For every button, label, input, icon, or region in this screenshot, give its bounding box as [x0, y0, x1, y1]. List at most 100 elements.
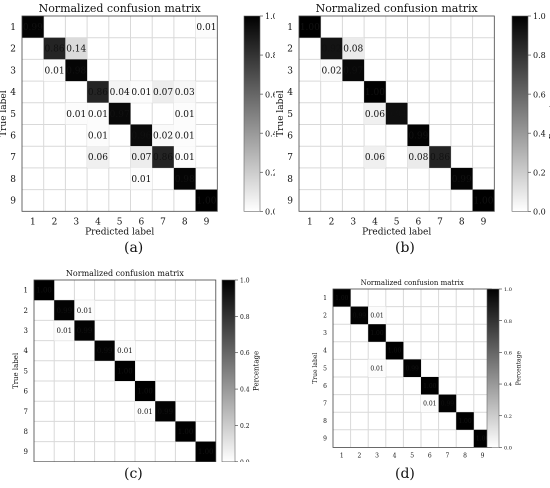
matrix-cell	[320, 37, 343, 60]
y-tick-label: 8	[323, 418, 327, 425]
matrix-cell	[385, 102, 408, 125]
y-axis-label: True label	[312, 353, 319, 384]
y-tick-label: 5	[24, 367, 28, 375]
cell-value-label: 0.01	[77, 307, 93, 315]
cell-value-label: 0.04	[110, 88, 130, 98]
y-tick-label: 3	[24, 327, 28, 335]
cell-value-label: 1.00	[36, 287, 52, 295]
y-tick-label: 2	[24, 307, 28, 315]
colorbar-tick-label: 0.6	[504, 350, 512, 356]
x-tick-label: 2	[357, 452, 361, 459]
x-tick-label: 6	[138, 217, 144, 227]
y-tick-label: 4	[10, 88, 16, 98]
x-tick-label: 2	[52, 217, 58, 227]
matrix-cell	[299, 16, 321, 38]
matrix-cell	[421, 377, 439, 395]
matrix-cell	[108, 81, 131, 103]
x-tick-label: 9	[481, 217, 487, 227]
y-tick-label: 2	[10, 45, 16, 55]
matrix-cell	[152, 146, 174, 168]
colorbar-tick-label: 0.2	[265, 168, 275, 177]
cell-value-label: 0.97	[343, 66, 363, 76]
colorbar-tick-label: 0.8	[504, 319, 512, 325]
matrix-cell	[364, 81, 386, 103]
x-tick-label: 1	[30, 217, 36, 227]
colorbar-tick-label: 0.0	[504, 446, 512, 452]
y-tick-label: 2	[323, 313, 327, 320]
colorbar-tick-label: 0.6	[533, 90, 546, 99]
cell-value-label: 0.03	[175, 88, 195, 98]
matrix-cell	[65, 102, 88, 125]
colorbar-tick-label: 0.0	[240, 459, 250, 462]
cell-value-label: 0.01	[66, 110, 86, 120]
matrix-cell	[450, 167, 473, 190]
cell-value-label: 0.86	[153, 153, 173, 163]
cell-value-label: 0.02	[153, 132, 173, 142]
cell-value-label: 1.00	[335, 295, 349, 302]
x-tick-label: 4	[95, 217, 101, 227]
matrix-cell	[407, 124, 430, 147]
matrix-cell	[195, 16, 218, 38]
matrix-cell	[54, 320, 75, 341]
cell-value-label: 0.86	[88, 88, 108, 98]
cell-value-label: 0.01	[88, 110, 108, 120]
matrix-cell	[130, 146, 153, 168]
matrix-cell	[456, 412, 474, 430]
y-tick-label: 7	[10, 153, 16, 163]
matrix-cell	[155, 401, 176, 422]
cell-value-label: 1.00	[458, 418, 472, 425]
colorbar	[221, 279, 236, 462]
y-tick-label: 7	[24, 408, 28, 416]
cell-value-label: 0.99	[158, 408, 174, 416]
matrix-cell	[130, 124, 153, 147]
matrix-cell	[87, 81, 109, 103]
cell-value-label: 0.01	[57, 327, 73, 335]
matrix-cell	[54, 300, 75, 321]
colorbar-tick-label: 0.2	[504, 414, 512, 420]
y-tick-label: 4	[287, 88, 293, 98]
cell-value-label: 0.99	[441, 401, 455, 408]
y-tick-label: 9	[10, 197, 16, 207]
cell-value-label: 0.92	[322, 45, 342, 55]
matrix-cell	[195, 189, 218, 212]
matrix-cell	[320, 59, 343, 82]
colorbar-tick-label: 0.0	[533, 207, 546, 216]
chart-title: Normalized confusion matrix	[316, 2, 479, 15]
cell-value-label: 1.00	[365, 88, 385, 98]
colorbar-label: Percentage	[516, 351, 523, 386]
matrix-cell	[74, 320, 95, 341]
matrix-cell	[342, 59, 365, 82]
matrix-cell	[130, 167, 153, 190]
colorbar-tick-label: 1.0	[240, 277, 250, 284]
plot-frame	[21, 15, 218, 212]
matrix-cell	[368, 306, 386, 325]
y-tick-label: 1	[10, 23, 16, 33]
matrix-cell	[195, 441, 216, 462]
x-tick-label: 9	[481, 452, 485, 459]
cell-value-label: 0.99	[97, 347, 113, 355]
matrix-cell	[350, 306, 369, 325]
cell-value-label: 0.86	[430, 153, 450, 163]
colorbar-tick-label: 1.0	[533, 12, 546, 21]
cell-value-label: 1.00	[137, 388, 153, 396]
x-tick-label: 5	[410, 452, 414, 459]
cell-value-label: 0.01	[137, 408, 153, 416]
cell-value-label: 1.00	[117, 367, 133, 375]
cell-value-label: 1.00	[388, 348, 402, 355]
chart-title: Normalized confusion matrix	[39, 2, 202, 15]
y-tick-label: 9	[323, 436, 327, 443]
colorbar-tick-label: 0.2	[240, 423, 250, 430]
cell-value-label: 1.00	[476, 436, 490, 443]
plot-frame	[298, 15, 495, 212]
x-tick-label: 4	[393, 452, 397, 459]
cell-value-label: 0.01	[131, 88, 151, 98]
cell-value-label: 1.00	[473, 197, 493, 207]
y-tick-label: 9	[24, 448, 28, 456]
colorbar-tick-label: 0.8	[533, 51, 546, 60]
x-tick-label: 5	[117, 217, 123, 227]
y-tick-label: 5	[323, 365, 327, 372]
y-tick-label: 8	[24, 428, 28, 436]
